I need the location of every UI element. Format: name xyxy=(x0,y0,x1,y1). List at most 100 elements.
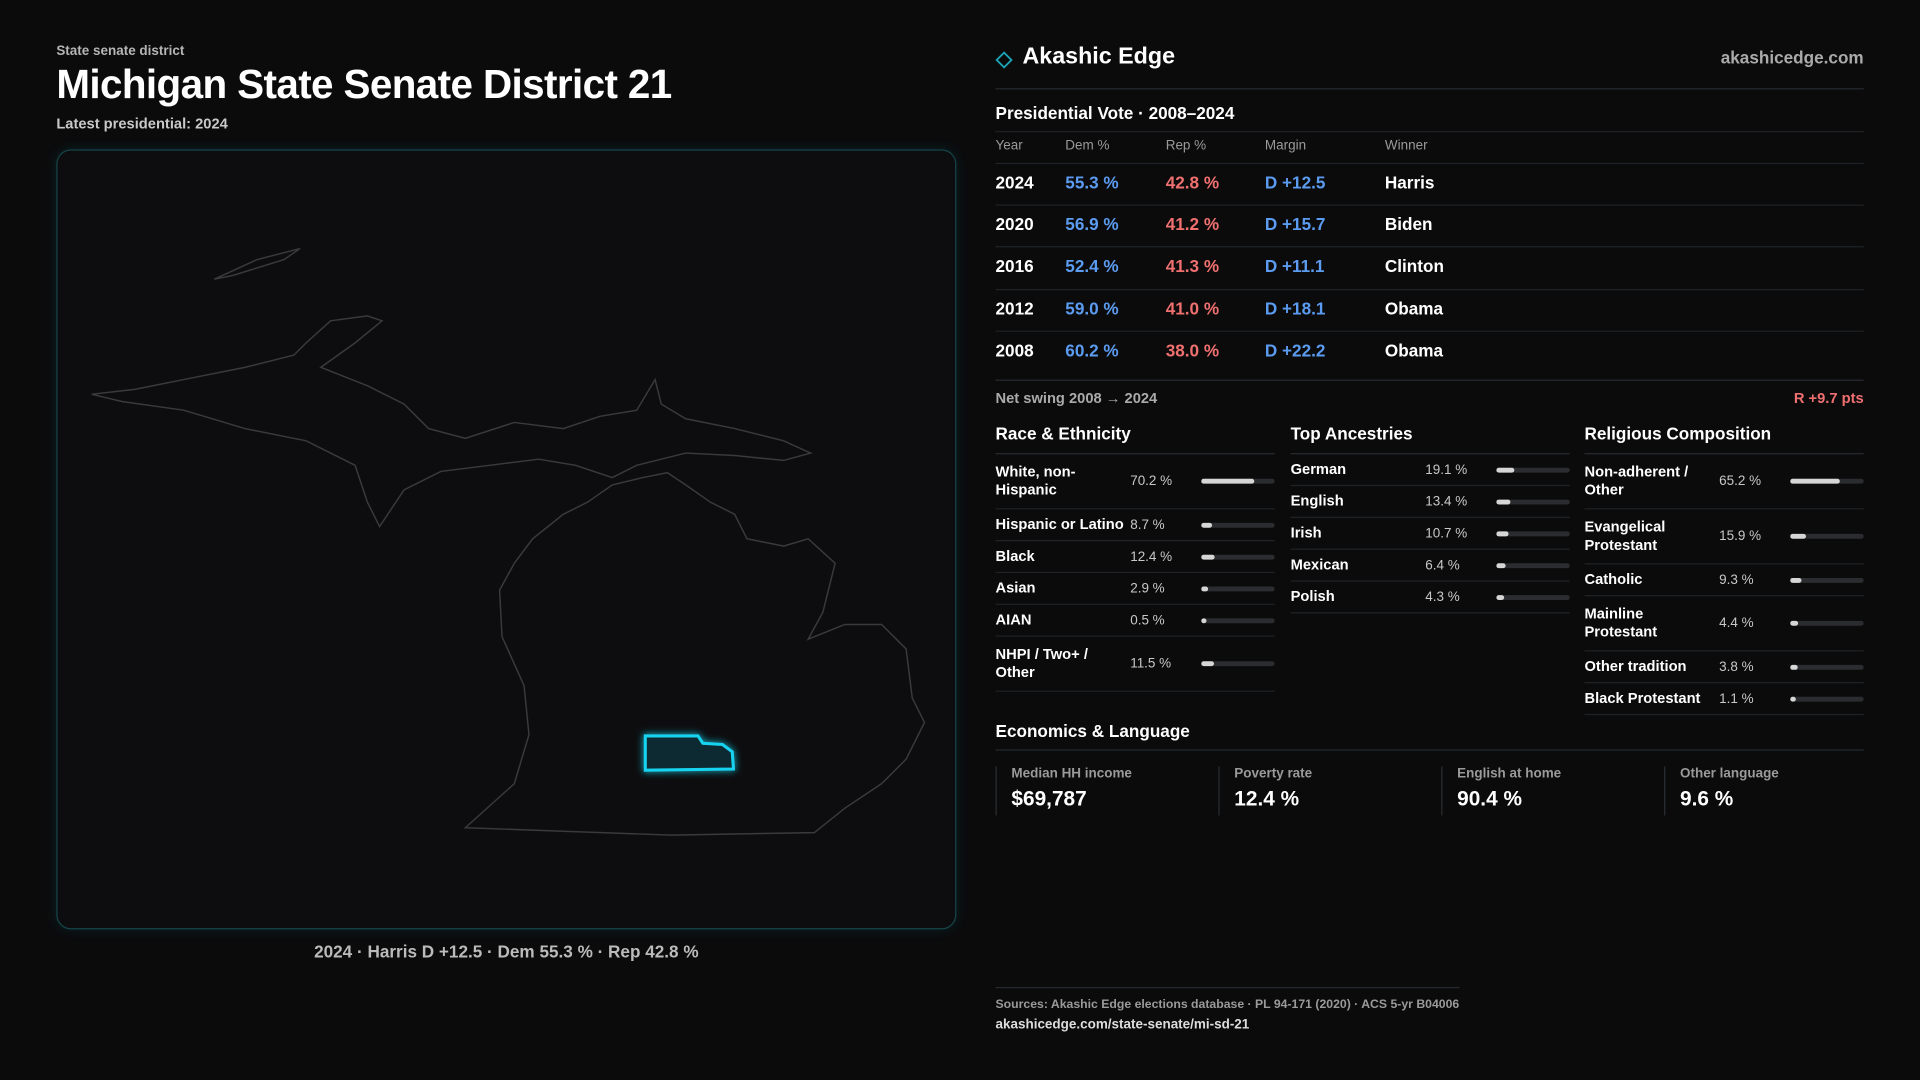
table-cell: 55.3 % xyxy=(1065,172,1119,193)
stat-label: Poverty rate xyxy=(1234,766,1313,782)
row-value: 6.4 % xyxy=(1425,557,1460,573)
swing-value: R +9.7 pts xyxy=(1793,389,1864,407)
table-cell: D +18.1 xyxy=(1264,298,1326,318)
bar-track xyxy=(1201,522,1275,528)
vote-table: Year Dem % Rep % Margin Winner 2024 55.3 % 42.8… xyxy=(995,131,1864,376)
panel-row: White, non-Hispanic 70.2 % xyxy=(995,454,1275,510)
stat: Other language 9.6 % xyxy=(1664,766,1886,816)
table-cell: 56.9 % xyxy=(1065,214,1119,235)
row-value: 0.5 % xyxy=(1130,612,1165,628)
page-title: Michigan State Senate District 21 xyxy=(56,61,672,107)
state-outline xyxy=(91,247,926,836)
row-value: 4.4 % xyxy=(1719,615,1754,631)
panel-row: English 13.4 % xyxy=(1290,486,1570,518)
bar-track xyxy=(1201,478,1275,484)
row-label: English xyxy=(1290,492,1344,510)
table-cell: 2008 xyxy=(995,340,1034,360)
section-title: Race & Ethnicity xyxy=(995,423,1131,444)
section-title: Economics & Language xyxy=(995,721,1190,741)
panel-row: German 19.1 % xyxy=(1290,454,1570,487)
stat-label: English at home xyxy=(1457,766,1562,782)
row-value: 19.1 % xyxy=(1425,462,1468,477)
row-label: Black xyxy=(995,547,1035,565)
divider xyxy=(995,986,1460,989)
bar-track xyxy=(1790,664,1864,670)
row-label: White, non-Hispanic xyxy=(995,462,1076,499)
bar-track xyxy=(1201,661,1275,667)
panel-row: Non-adherent / Other 65.2 % xyxy=(1584,454,1864,510)
table-cell: 2024 xyxy=(995,172,1034,193)
bar-track xyxy=(1201,585,1275,591)
row-label: Hispanic or Latino xyxy=(995,515,1124,533)
table-rule xyxy=(995,246,1864,248)
table-cell: D +12.5 xyxy=(1264,172,1326,193)
row-label: Mexican xyxy=(1290,555,1349,574)
subtitle: Latest presidential: 2024 xyxy=(56,115,228,133)
row-label: Irish xyxy=(1290,524,1322,542)
row-label: AIAN xyxy=(995,611,1032,629)
bar-track xyxy=(1496,498,1570,504)
panel-row: Polish 4.3 % xyxy=(1290,582,1570,614)
row-label: Asian xyxy=(995,579,1036,597)
row-value: 65.2 % xyxy=(1719,473,1762,489)
table-cell: D +22.2 xyxy=(1264,340,1326,360)
table-cell: Biden xyxy=(1384,214,1433,235)
bar-track xyxy=(1790,620,1864,626)
panel-rows: Non-adherent / Other 65.2 % Evangelical Pr… xyxy=(1584,453,1864,716)
column-header: Year xyxy=(995,138,1023,154)
section-title: Top Ancestries xyxy=(1290,423,1413,444)
eyebrow: State senate district xyxy=(56,44,185,59)
table-cell: Obama xyxy=(1384,340,1444,360)
panel-row: Black Protestant 1.1 % xyxy=(1584,683,1864,716)
sources: Sources: Akashic Edge elections database… xyxy=(995,997,1460,1012)
row-value: 1.1 % xyxy=(1719,691,1754,706)
row-label: Catholic xyxy=(1584,570,1643,588)
stat-value: 9.6 % xyxy=(1680,787,1734,811)
panel-row: AIAN 0.5 % xyxy=(995,605,1275,637)
table-rule xyxy=(995,288,1864,290)
stat: Median HH income $69,787 xyxy=(995,766,1218,816)
table-cell: Clinton xyxy=(1384,256,1444,276)
bar-track xyxy=(1496,530,1570,536)
map xyxy=(91,247,926,836)
table-cell: 2020 xyxy=(995,214,1034,235)
row-value: 11.5 % xyxy=(1130,656,1172,672)
column-header: Dem % xyxy=(1065,138,1110,154)
table-cell: D +11.1 xyxy=(1264,256,1325,276)
row-label: Polish xyxy=(1290,587,1335,605)
bar-track xyxy=(1790,478,1864,484)
panel-row: NHPI / Two+ / Other 11.5 % xyxy=(995,637,1275,692)
stat: Poverty rate 12.4 % xyxy=(1218,766,1440,816)
table-cell: 60.2 % xyxy=(1065,340,1119,360)
stat-value: 90.4 % xyxy=(1457,787,1522,811)
table-cell: 41.2 % xyxy=(1165,214,1220,235)
panel-row: Hispanic or Latino 8.7 % xyxy=(995,509,1275,542)
table-title: Presidential Vote · 2008–2024 xyxy=(995,102,1235,123)
table-cell: Harris xyxy=(1384,172,1435,193)
table-cell: 42.8 % xyxy=(1165,172,1220,193)
row-value: 13.4 % xyxy=(1425,494,1468,509)
brand-name: Akashic Edge xyxy=(1022,44,1176,70)
row-value: 70.2 % xyxy=(1130,473,1173,489)
table-cell: 2012 xyxy=(995,298,1034,318)
row-label: Other tradition xyxy=(1584,657,1687,675)
table-cell: 2016 xyxy=(995,256,1034,276)
row-label: Evangelical Protestant xyxy=(1584,517,1666,554)
panel-row: Other tradition 3.8 % xyxy=(1584,651,1864,684)
row-label: NHPI / Two+ / Other xyxy=(995,645,1088,681)
brand-logo xyxy=(995,51,1013,69)
panel-row: Mainline Protestant 4.4 % xyxy=(1584,596,1864,652)
panel-row: Mexican 6.4 % xyxy=(1290,550,1570,582)
row-value: 9.3 % xyxy=(1719,572,1754,588)
column-header: Rep % xyxy=(1165,138,1207,154)
row-value: 8.7 % xyxy=(1130,517,1165,533)
district-shape xyxy=(643,734,736,772)
row-value: 12.4 % xyxy=(1130,549,1173,564)
panel-row: Irish 10.7 % xyxy=(1290,518,1570,550)
column-header: Margin xyxy=(1264,138,1307,154)
bar-track xyxy=(1790,533,1864,539)
table-cell: D +15.7 xyxy=(1264,214,1326,235)
table-rule xyxy=(995,162,1864,165)
